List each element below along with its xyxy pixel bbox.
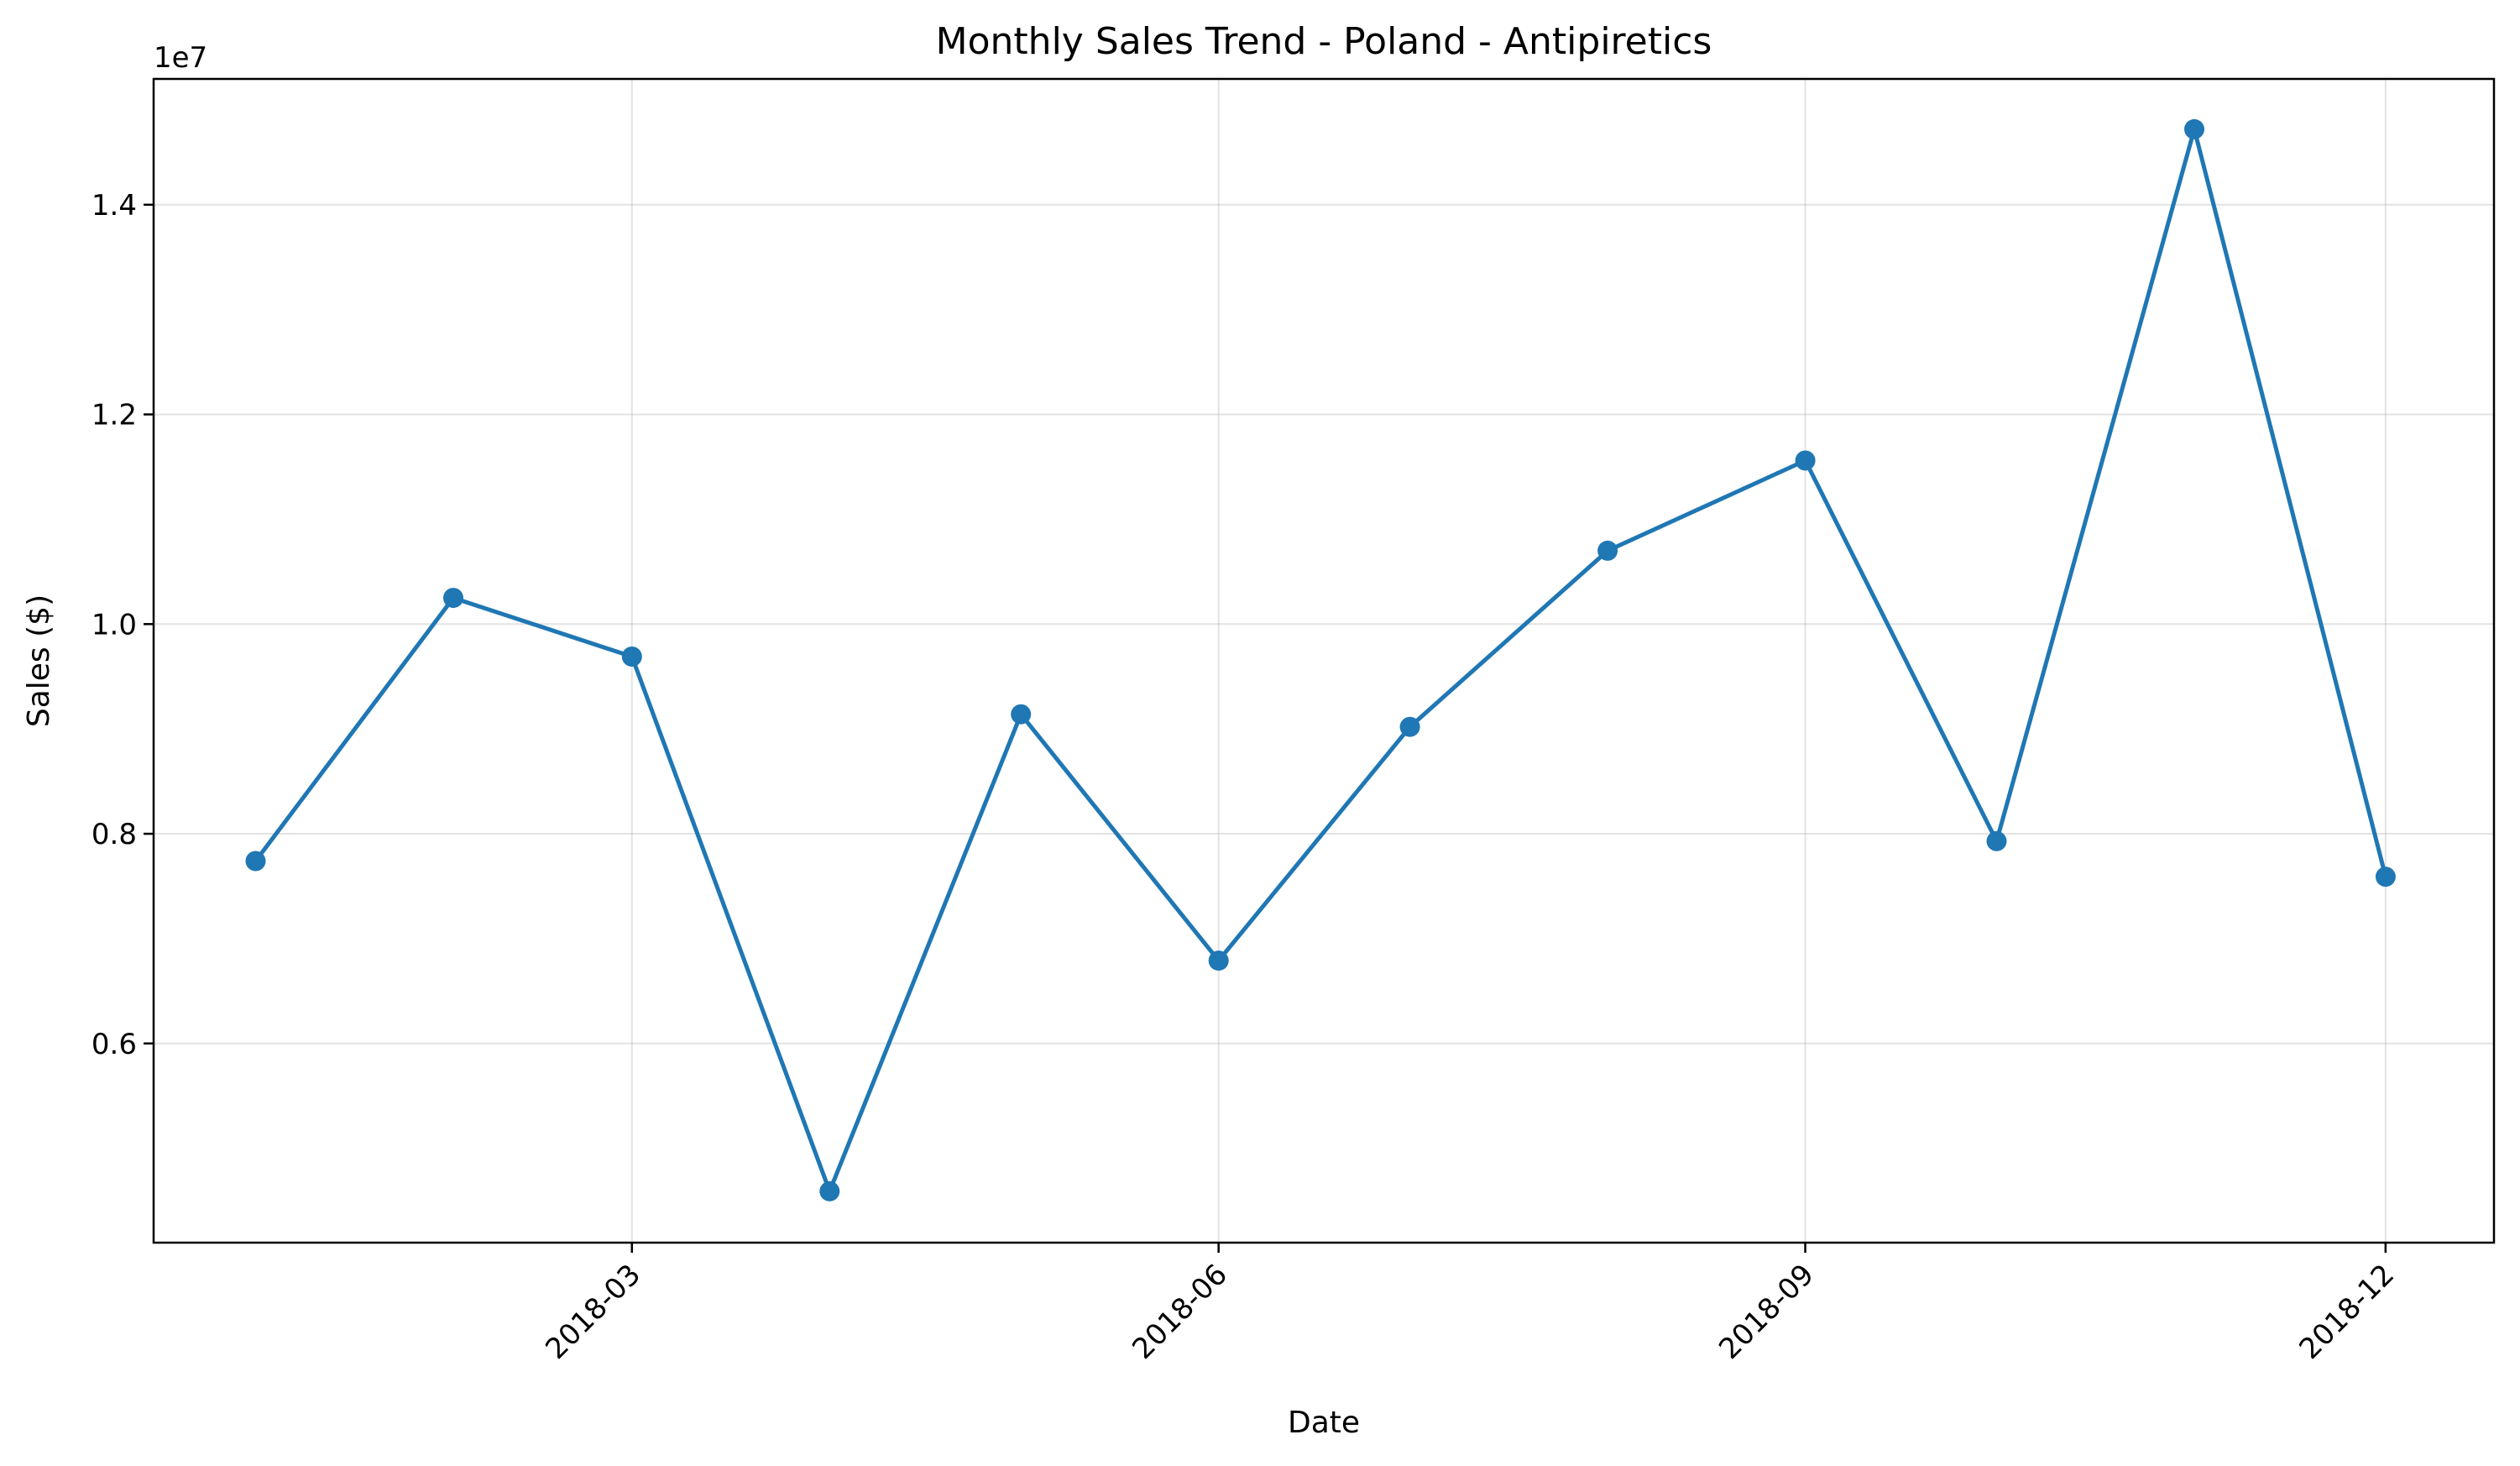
plot-frame (152, 77, 2496, 1244)
y-axis-label: Sales ($) (22, 594, 56, 727)
data-point (1986, 830, 2007, 851)
x-tick-label: 2018-06 (1126, 1258, 1234, 1366)
y-tick-label: 0.6 (91, 1028, 137, 1061)
y-tick-label: 1.0 (91, 608, 137, 641)
data-point (245, 851, 266, 872)
y-tick-label: 1.2 (91, 399, 137, 432)
x-axis: 2018-03 2018-06 2018-09 2018-12 (539, 1243, 2401, 1366)
data-point (443, 588, 463, 609)
x-tick-label: 2018-09 (1712, 1258, 1821, 1366)
chart-title: Monthly Sales Trend - Poland - Antipiret… (936, 20, 1712, 63)
y-axis: 0.6 0.8 1.0 1.2 1.4 (91, 189, 154, 1061)
series-group (245, 118, 2396, 1202)
x-tick-label: 2018-03 (539, 1258, 647, 1366)
data-point (819, 1181, 840, 1202)
data-point (1795, 450, 1816, 471)
data-point (2184, 118, 2204, 139)
data-point (621, 647, 642, 667)
data-point (1399, 716, 1420, 737)
data-point (1597, 540, 1618, 561)
y-tick-label: 0.8 (91, 818, 137, 851)
data-point (1208, 950, 1229, 971)
x-tick-label: 2018-12 (2293, 1258, 2401, 1366)
gridlines (154, 79, 2494, 1243)
y-tick-label: 1.4 (91, 189, 137, 223)
data-point (2375, 867, 2396, 887)
data-point (1011, 704, 1032, 725)
series-line (254, 127, 2388, 1194)
y-axis-offset-label: 1e7 (154, 41, 207, 75)
x-axis-label: Date (1288, 1406, 1360, 1440)
